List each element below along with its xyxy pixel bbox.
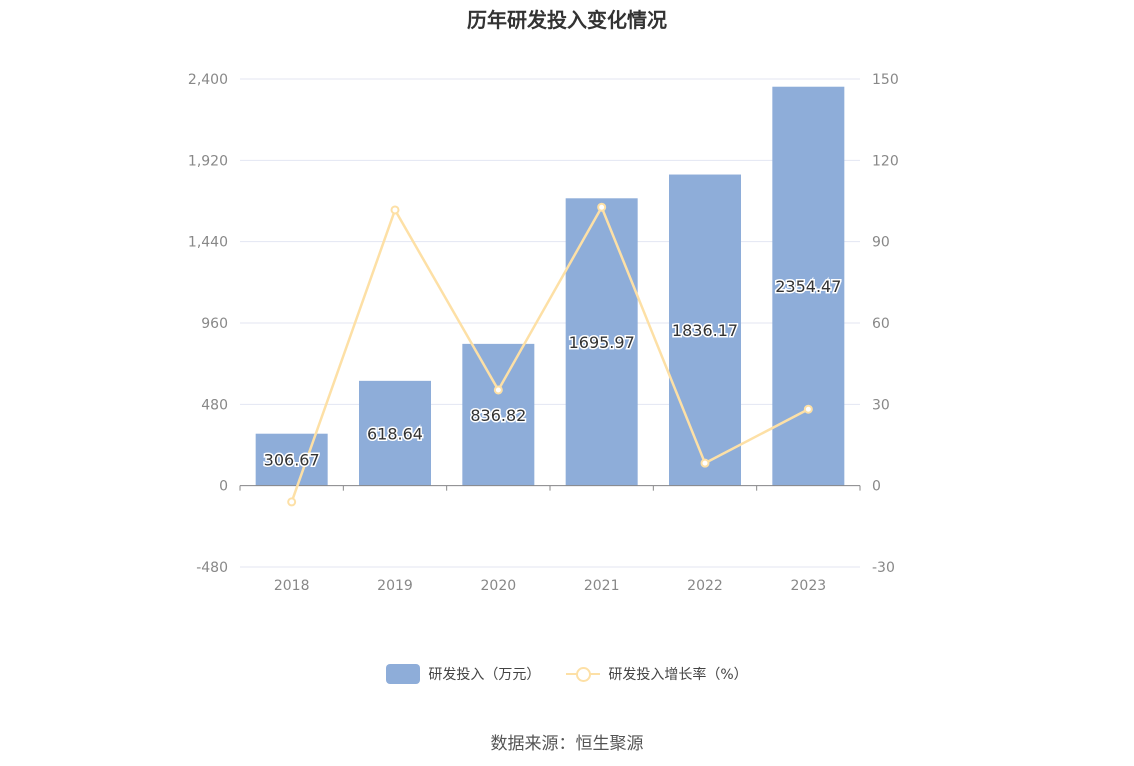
left-tick-label: 1,440 [188,235,228,251]
grid-lines [240,78,860,568]
left-tick-label: -480 [196,560,228,576]
growth-point [493,385,503,395]
bar [359,380,431,486]
growth-point [700,458,710,468]
right-tick-label: -30 [872,560,895,576]
bar-data-label: 618.64 [367,424,423,443]
x-tick-label: 2022 [687,578,723,594]
x-tick-label: 2021 [584,578,620,594]
x-tick-label: 2018 [274,578,310,594]
right-tick-label: 120 [872,153,899,169]
right-tick-label: 90 [872,235,890,251]
bar-data-label: 2354.47 [775,277,841,296]
x-tick-label: 2019 [377,578,413,594]
growth-point [390,205,400,215]
bar [255,433,328,486]
growth-line [290,204,809,503]
legend-line-swatch [566,664,601,684]
bar [462,343,535,486]
right-tick-label: 150 [872,72,899,88]
right-tick-label: 0 [872,479,881,495]
left-tick-label: 0 [219,479,228,495]
legend-bar-swatch [386,664,421,684]
legend: 研发投入（万元） 研发投入增长率（%） [0,664,1134,684]
bar [772,86,845,486]
legend-item-line[interactable]: 研发投入增长率（%） [566,664,748,684]
bar-data-labels: 306.67 618.64 836.82 1695.97 1836.17 2354.47 [262,276,843,471]
legend-bar-label: 研发投入（万元） [428,667,541,683]
bar-series [255,86,845,486]
left-axis-ticks: -480 0 480 960 1,440 1,920 2,400 [188,72,228,576]
left-tick-label: 2,400 [188,72,228,88]
bar [669,174,741,486]
data-source: 数据来源：恒生聚源 [490,734,644,754]
bar-data-label: 1695.97 [569,333,635,352]
bar-data-label: 306.67 [264,451,320,470]
legend-item-bar[interactable]: 研发投入（万元） [386,664,540,684]
bar-data-label: 1836.17 [672,321,738,340]
x-tick-label: 2023 [791,578,827,594]
growth-point [597,202,607,212]
bar-data-label: 836.82 [470,406,526,425]
bar [565,198,638,486]
chart-svg: -480 0 480 960 1,440 1,920 2,400 -30 0 30 60 90 120… [188,72,899,594]
left-tick-label: 480 [201,397,228,413]
x-tick-labels: 2018 2019 2020 2021 2022 2023 [274,578,826,594]
legend-line-label: 研发投入增长率（%） [608,667,748,683]
right-tick-label: 30 [872,397,890,413]
left-tick-label: 960 [201,316,228,332]
chart-title: 历年研发投入变化情况 [467,8,667,32]
right-tick-label: 60 [872,316,890,332]
line-series [287,202,813,507]
x-axis [239,485,861,491]
right-axis-ticks: -30 0 30 60 90 120 150 [872,72,899,576]
growth-point [803,404,813,414]
growth-point [287,497,297,507]
left-tick-label: 1,920 [188,153,228,169]
x-tick-label: 2020 [481,578,517,594]
